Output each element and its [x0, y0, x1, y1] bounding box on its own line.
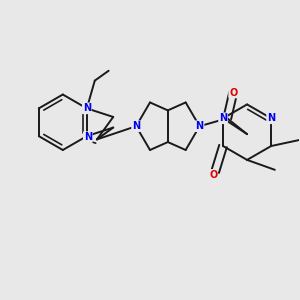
Text: N: N — [219, 113, 227, 123]
Text: N: N — [132, 121, 140, 131]
Text: N: N — [196, 121, 204, 131]
Text: N: N — [84, 132, 92, 142]
Text: O: O — [209, 170, 217, 180]
Text: N: N — [267, 113, 275, 123]
Text: N: N — [83, 103, 91, 113]
Text: O: O — [229, 88, 237, 98]
